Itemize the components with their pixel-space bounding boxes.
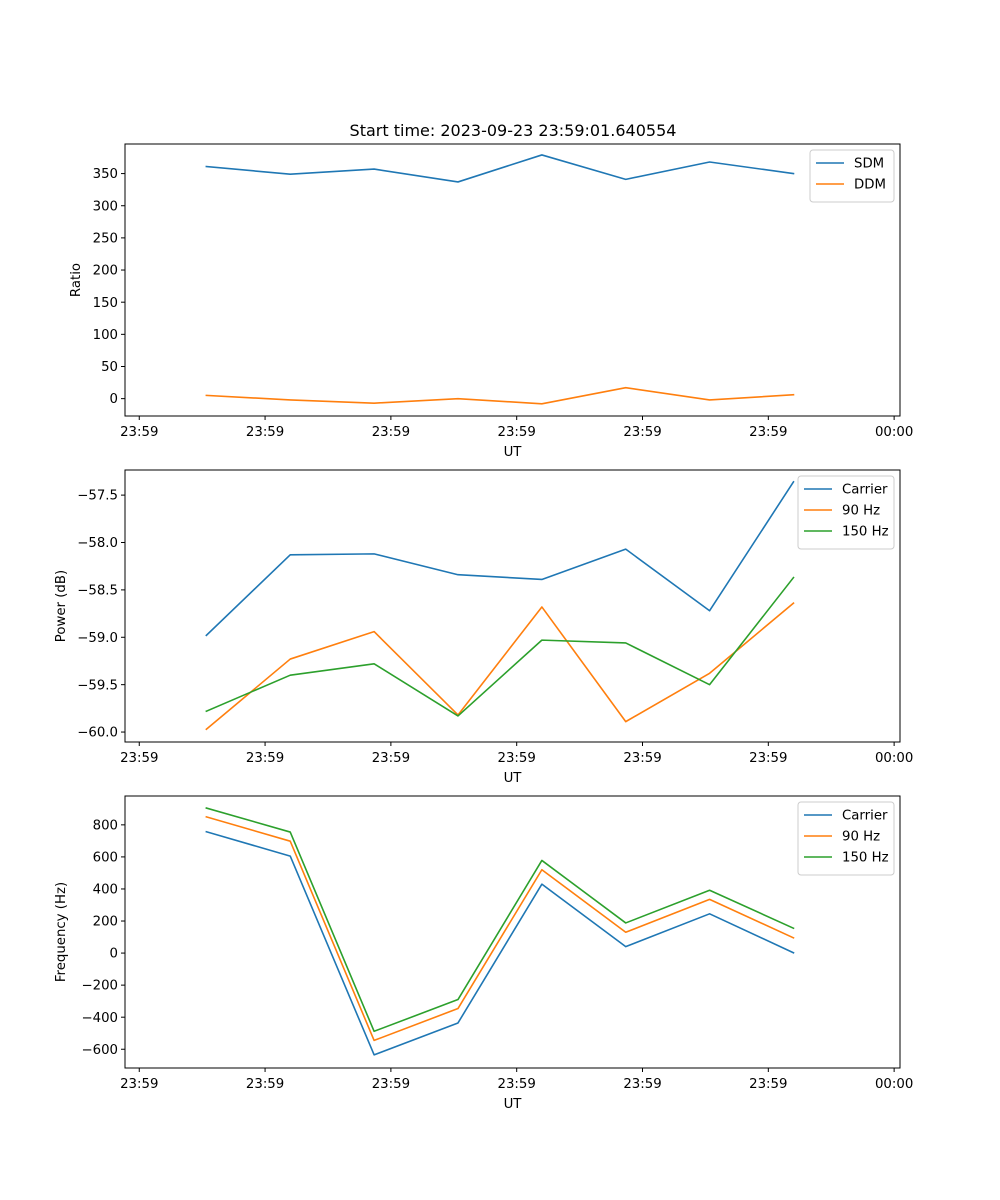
x-tick-label: 23:59 <box>749 425 787 440</box>
y-axis-label: Power (dB) <box>54 570 69 642</box>
subplot-2: −60.0 −59.5 −59.0 −58.5 −58.0 −57.5 23:59 23:59… <box>54 469 913 786</box>
x-tick-label: 23:59 <box>120 751 158 766</box>
y-tick-label: 600 <box>93 851 118 866</box>
x-axis-label: UT <box>504 771 523 786</box>
x-tick-label: 00:00 <box>875 1077 913 1092</box>
y-tick-label: −600 <box>81 1043 118 1058</box>
y-tick-label: 0 <box>110 392 118 407</box>
series-line-90hz <box>205 602 795 731</box>
y-tick-label: −57.5 <box>77 489 118 504</box>
subplot-1: 0 50 100 150 200 250 300 350 23:59 23:59 23:59 23:5… <box>69 143 913 460</box>
legend: SDM DDM <box>809 149 895 203</box>
legend: Carrier 90 Hz 150 Hz <box>797 801 895 876</box>
y-tick-label: 150 <box>93 296 118 311</box>
y-tick-label: 0 <box>110 947 118 962</box>
y-axis-label: Ratio <box>69 263 84 297</box>
x-tick-label: 23:59 <box>623 1077 661 1092</box>
legend-label: 90 Hz <box>842 830 880 845</box>
series-line-150hz <box>205 576 795 717</box>
x-tick-label: 23:59 <box>623 751 661 766</box>
series-line-sdm <box>205 154 795 183</box>
x-tick-label: 00:00 <box>875 425 913 440</box>
x-tick-label: 23:59 <box>246 425 284 440</box>
y-tick-label: −59.0 <box>77 631 118 646</box>
figure-title: Start time: 2023-09-23 23:59:01.640554 <box>350 121 677 140</box>
legend-label: 150 Hz <box>842 525 889 540</box>
y-tick-label: −200 <box>81 979 118 994</box>
x-tick-label: 23:59 <box>246 751 284 766</box>
y-axis-label: Frequency (Hz) <box>54 882 69 982</box>
y-tick-label: −59.5 <box>77 678 118 693</box>
legend-label: Carrier <box>842 483 888 498</box>
y-tick-label: −400 <box>81 1011 118 1026</box>
axes-frame <box>124 795 901 1069</box>
legend-label: SDM <box>854 157 884 172</box>
y-tick-label: 200 <box>93 264 118 279</box>
y-tick-label: 300 <box>93 199 118 214</box>
y-tick-label: 200 <box>93 915 118 930</box>
y-tick-label: 350 <box>93 167 118 182</box>
x-axis-label: UT <box>504 445 523 460</box>
series-line-90hz <box>205 815 795 1042</box>
axes-frame <box>124 469 901 743</box>
series-line-carrier <box>205 830 795 1056</box>
y-tick-label: 250 <box>93 231 118 246</box>
subplots: 0 50 100 150 200 250 300 350 23:59 23:59 23:59 23:5… <box>54 143 913 1112</box>
legend-label: Carrier <box>842 809 888 824</box>
y-tick-label: 800 <box>93 818 118 833</box>
subplot-3: −600 −400 −200 0 200 400 600 800 23:59 23:59 23:59… <box>54 795 913 1112</box>
x-tick-label: 23:59 <box>120 1077 158 1092</box>
y-tick-label: 50 <box>101 360 118 375</box>
legend-label: DDM <box>854 178 886 193</box>
x-axis-label: UT <box>504 1097 523 1112</box>
series-line-carrier <box>205 480 795 637</box>
x-tick-label: 23:59 <box>749 1077 787 1092</box>
x-tick-label: 23:59 <box>372 425 410 440</box>
x-tick-label: 00:00 <box>875 751 913 766</box>
x-tick-label: 23:59 <box>749 751 787 766</box>
x-tick-label: 23:59 <box>623 425 661 440</box>
y-tick-label: 100 <box>93 328 118 343</box>
axes-frame <box>124 143 901 417</box>
series-line-ddm <box>205 386 795 405</box>
x-tick-label: 23:59 <box>372 751 410 766</box>
y-tick-label: −58.5 <box>77 583 118 598</box>
legend-label: 90 Hz <box>842 504 880 519</box>
y-tick-label: −58.0 <box>77 536 118 551</box>
y-tick-label: 400 <box>93 883 118 898</box>
series-line-150hz <box>205 807 795 1033</box>
x-tick-label: 23:59 <box>372 1077 410 1092</box>
y-tick-label: −60.0 <box>77 726 118 741</box>
x-tick-label: 23:59 <box>498 425 536 440</box>
x-tick-label: 23:59 <box>120 425 158 440</box>
x-tick-label: 23:59 <box>498 1077 536 1092</box>
legend-label: 150 Hz <box>842 851 889 866</box>
x-tick-label: 23:59 <box>498 751 536 766</box>
x-tick-label: 23:59 <box>246 1077 284 1092</box>
legend: Carrier 90 Hz 150 Hz <box>797 475 895 550</box>
